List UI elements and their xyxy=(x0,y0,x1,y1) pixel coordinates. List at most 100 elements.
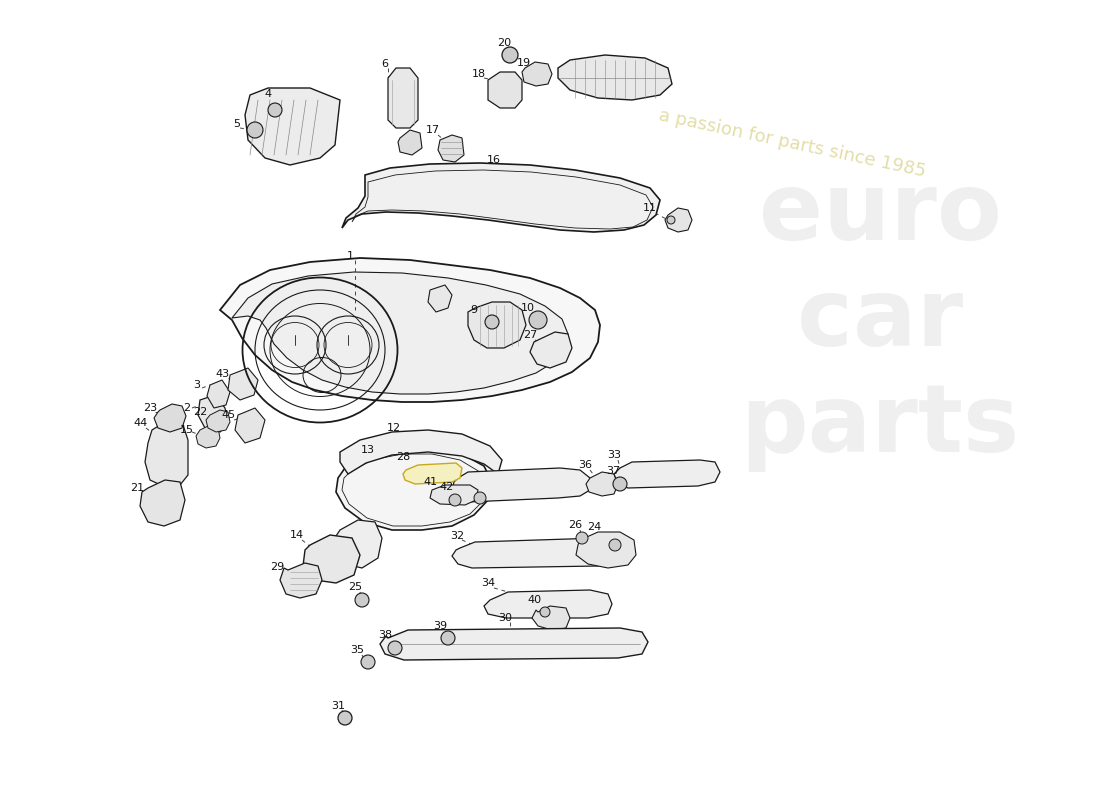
Text: 18: 18 xyxy=(472,69,486,79)
Text: 5: 5 xyxy=(233,119,241,129)
Circle shape xyxy=(248,122,263,138)
Polygon shape xyxy=(154,404,186,432)
Circle shape xyxy=(474,492,486,504)
Text: 40: 40 xyxy=(528,595,542,605)
Circle shape xyxy=(540,607,550,617)
Polygon shape xyxy=(206,410,230,432)
Text: a passion for parts since 1985: a passion for parts since 1985 xyxy=(657,107,927,181)
Polygon shape xyxy=(438,135,464,162)
Circle shape xyxy=(485,315,499,329)
Polygon shape xyxy=(235,408,265,443)
Polygon shape xyxy=(245,88,340,165)
Polygon shape xyxy=(379,628,648,660)
Polygon shape xyxy=(228,368,258,400)
Circle shape xyxy=(609,539,622,551)
Polygon shape xyxy=(342,163,660,232)
Polygon shape xyxy=(220,258,600,402)
Polygon shape xyxy=(428,285,452,312)
Text: 22: 22 xyxy=(192,407,207,417)
Polygon shape xyxy=(145,420,188,487)
Polygon shape xyxy=(522,62,552,86)
Polygon shape xyxy=(558,55,672,100)
Polygon shape xyxy=(403,463,462,484)
Circle shape xyxy=(576,532,588,544)
Polygon shape xyxy=(336,520,382,568)
Text: 15: 15 xyxy=(180,425,194,435)
Text: 28: 28 xyxy=(396,452,410,462)
Circle shape xyxy=(613,477,627,491)
Circle shape xyxy=(361,655,375,669)
Text: 13: 13 xyxy=(361,445,375,455)
Text: 2: 2 xyxy=(184,403,190,413)
Polygon shape xyxy=(336,448,492,530)
Text: 36: 36 xyxy=(578,460,592,470)
Polygon shape xyxy=(388,68,418,128)
Polygon shape xyxy=(280,563,322,598)
Text: 31: 31 xyxy=(331,701,345,711)
Polygon shape xyxy=(340,430,502,474)
Polygon shape xyxy=(488,72,522,108)
Circle shape xyxy=(441,631,455,645)
Text: 14: 14 xyxy=(290,530,304,540)
Polygon shape xyxy=(530,332,572,368)
Text: 37: 37 xyxy=(606,466,620,476)
Text: 45: 45 xyxy=(222,410,236,420)
Polygon shape xyxy=(430,485,478,505)
Text: 19: 19 xyxy=(517,58,531,68)
Polygon shape xyxy=(198,395,228,432)
Circle shape xyxy=(449,494,461,506)
Polygon shape xyxy=(484,590,612,618)
Polygon shape xyxy=(196,425,220,448)
Text: 27: 27 xyxy=(522,330,537,340)
Text: 42: 42 xyxy=(440,482,454,492)
Polygon shape xyxy=(576,532,636,568)
Text: 16: 16 xyxy=(487,155,500,165)
Text: 29: 29 xyxy=(270,562,284,572)
Text: 24: 24 xyxy=(587,522,601,532)
Circle shape xyxy=(502,47,518,63)
Text: 33: 33 xyxy=(607,450,621,460)
Text: 25: 25 xyxy=(348,582,362,592)
Polygon shape xyxy=(140,480,185,526)
Polygon shape xyxy=(232,272,568,394)
Circle shape xyxy=(268,103,282,117)
Text: 44: 44 xyxy=(134,418,148,428)
Polygon shape xyxy=(452,538,622,568)
Text: 35: 35 xyxy=(350,645,364,655)
Circle shape xyxy=(667,216,675,224)
Polygon shape xyxy=(468,302,526,348)
Circle shape xyxy=(338,711,352,725)
Circle shape xyxy=(529,311,547,329)
Text: 41: 41 xyxy=(422,477,437,487)
Text: 39: 39 xyxy=(433,621,447,631)
Text: 12: 12 xyxy=(387,423,402,433)
Circle shape xyxy=(355,593,368,607)
Text: 34: 34 xyxy=(481,578,495,588)
Polygon shape xyxy=(398,130,422,155)
Text: 3: 3 xyxy=(194,380,200,390)
Text: 6: 6 xyxy=(382,59,388,69)
Text: 17: 17 xyxy=(426,125,440,135)
Text: 32: 32 xyxy=(450,531,464,541)
Polygon shape xyxy=(532,606,570,630)
Text: 26: 26 xyxy=(568,520,582,530)
Text: 4: 4 xyxy=(264,89,272,99)
Text: 9: 9 xyxy=(471,305,477,315)
Text: 43: 43 xyxy=(216,369,230,379)
Polygon shape xyxy=(302,535,360,583)
Text: 20: 20 xyxy=(497,38,512,48)
Polygon shape xyxy=(586,472,618,496)
Text: 10: 10 xyxy=(521,303,535,313)
Circle shape xyxy=(388,641,401,655)
Polygon shape xyxy=(207,380,230,408)
Text: 1: 1 xyxy=(346,251,353,261)
Text: 21: 21 xyxy=(130,483,144,493)
Polygon shape xyxy=(666,208,692,232)
Text: euro
car
parts: euro car parts xyxy=(740,168,1020,472)
Polygon shape xyxy=(614,460,720,488)
Polygon shape xyxy=(452,468,590,502)
Text: 30: 30 xyxy=(498,613,512,623)
Text: 11: 11 xyxy=(644,203,657,213)
Text: 38: 38 xyxy=(378,630,392,640)
Text: 23: 23 xyxy=(143,403,157,413)
